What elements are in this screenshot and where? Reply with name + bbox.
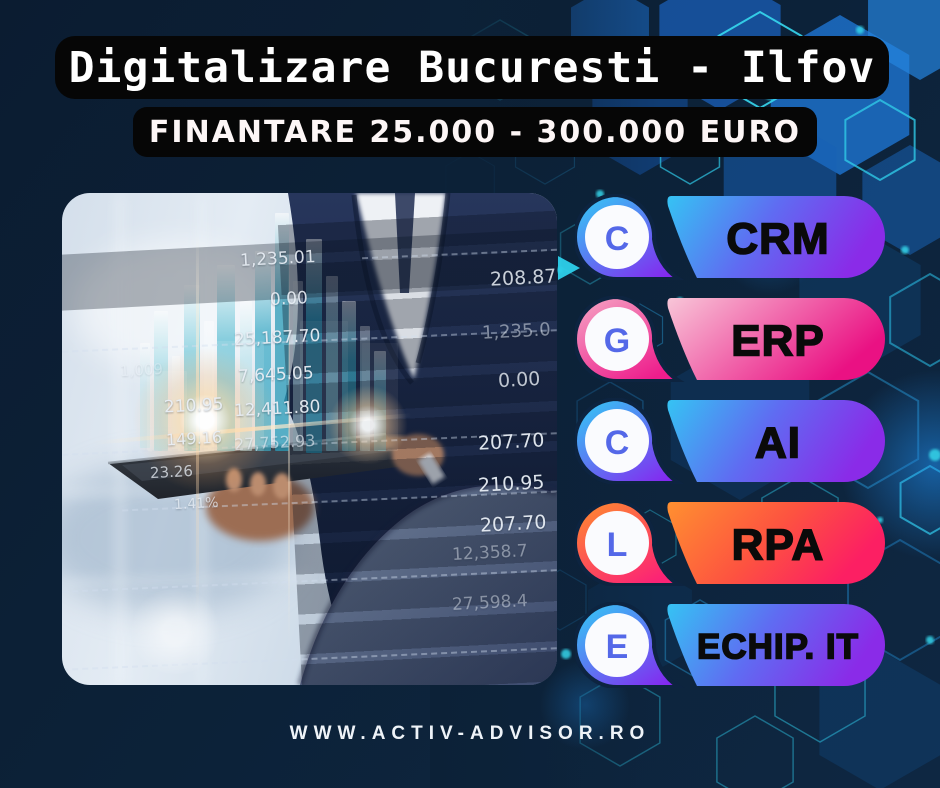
subtitle-text: FINANTARE 25.000 - 300.000 EURO xyxy=(148,114,802,150)
glow-dot xyxy=(929,449,940,461)
service-letter: E xyxy=(606,628,629,666)
service-letter: L xyxy=(607,526,628,564)
hexagon xyxy=(716,715,794,788)
service-letter: C xyxy=(605,220,630,258)
service-letter: C xyxy=(605,424,630,462)
service-letter-disc xyxy=(585,409,649,473)
service-ai[interactable]: AI C xyxy=(573,396,905,485)
ticker-number: 207.70 xyxy=(477,429,546,455)
service-label: ECHIP. IT xyxy=(697,628,859,667)
cyan-arrow-accent xyxy=(558,256,580,280)
service-label: CRM xyxy=(726,215,829,264)
service-crm[interactable]: CRM C xyxy=(573,192,905,281)
holo-bar xyxy=(275,213,289,451)
ticker-number: 1.41% xyxy=(173,494,219,514)
glow-dot xyxy=(856,26,864,34)
service-pill[interactable] xyxy=(667,298,885,380)
service-rpa[interactable]: RPA L xyxy=(573,498,905,587)
glow-dot xyxy=(926,636,934,644)
tie xyxy=(395,193,415,293)
service-pill[interactable] xyxy=(667,196,885,278)
ticker-number: 7,645.05 xyxy=(237,363,315,387)
ticker-number: 210.95 xyxy=(477,471,546,497)
ticker-number: 25,187.70 xyxy=(233,325,321,351)
ticker-number: 1,235.0 xyxy=(481,319,552,344)
service-label: RPA xyxy=(732,521,825,570)
holo-bar xyxy=(293,281,303,451)
sleeve xyxy=(300,485,557,685)
holo-bar xyxy=(306,239,322,453)
website-url[interactable]: WWW.ACTIV-ADVISOR.RO xyxy=(289,723,651,744)
glow-dot xyxy=(901,246,909,254)
title-banner: Digitalizare Bucuresti - Ilfov xyxy=(55,36,889,99)
ticker-number: 23.26 xyxy=(149,461,194,483)
ticker-numbers: 1,235.01 0.00 25,187.70 7,645.05 210.95 12,41… xyxy=(62,193,557,685)
glow-dot xyxy=(561,649,571,659)
ticker-number: 0.00 xyxy=(269,288,309,310)
hexagon xyxy=(844,98,916,182)
subtitle-banner: FINANTARE 25.000 - 300.000 EURO xyxy=(133,107,817,157)
ticker-number: 207.70 xyxy=(479,511,548,537)
lens-flares xyxy=(62,193,557,685)
service-pill[interactable] xyxy=(667,400,885,482)
service-letter: G xyxy=(604,322,630,360)
service-letter-disc xyxy=(585,613,649,677)
service-pill[interactable] xyxy=(667,502,885,584)
service-letter-disc xyxy=(585,307,649,371)
footer: WWW.ACTIV-ADVISOR.RO xyxy=(0,723,940,745)
hexagon xyxy=(889,272,940,368)
ticker-number: 1,009 xyxy=(119,359,164,381)
ticker-number: 208.87 xyxy=(489,265,557,291)
ticker-number: 12,411.80 xyxy=(233,396,321,422)
service-letter-disc xyxy=(585,205,649,269)
ticker-number: 1,235.01 xyxy=(239,247,317,271)
service-letter-disc xyxy=(585,511,649,575)
ticker-number: 0.00 xyxy=(497,367,541,393)
ticker-number: 210.95 xyxy=(163,394,224,418)
service-label: ERP xyxy=(731,317,824,366)
ticker-number: 27,752.93 xyxy=(233,430,316,455)
ticker-number: 12,358.7 xyxy=(451,541,529,565)
service-erp[interactable]: ERP G xyxy=(573,294,905,383)
ticker-number: 27,598.4 xyxy=(451,591,529,615)
ticker-number: 149.16 xyxy=(165,427,223,450)
hero-photo: 1,235.01 0.00 25,187.70 7,645.05 210.95 12,41… xyxy=(62,193,557,685)
service-echip-it[interactable]: ECHIP. IT E xyxy=(573,600,905,689)
service-pill[interactable] xyxy=(667,604,885,686)
page-title: Digitalizare Bucuresti - Ilfov xyxy=(68,42,876,93)
service-label: AI xyxy=(755,419,801,468)
